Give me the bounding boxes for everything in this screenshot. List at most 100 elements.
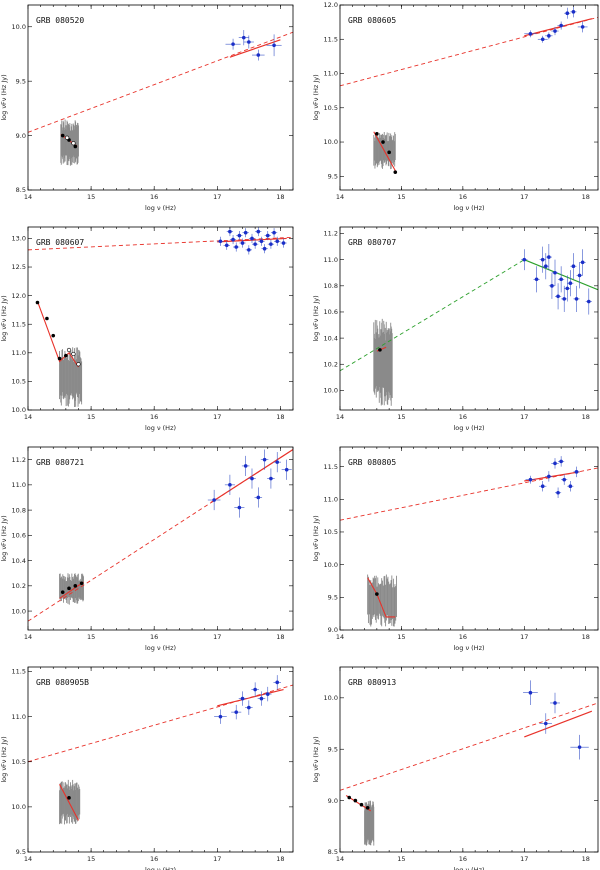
xray-data-point — [218, 239, 223, 244]
xray-data-point — [556, 490, 560, 495]
optical-data-point — [73, 144, 78, 149]
xray-data-point — [577, 745, 582, 749]
dashed-fit-line — [28, 449, 293, 622]
x-tick-label: 16 — [459, 413, 467, 421]
x-tick-label: 15 — [87, 413, 95, 421]
optical-open-point — [76, 362, 81, 367]
y-tick-label: 9.5 — [16, 77, 26, 85]
xray-data-point — [574, 297, 579, 301]
xray-data-point — [528, 690, 533, 695]
xray-data-point — [540, 484, 545, 489]
x-tick-label: 16 — [459, 193, 467, 201]
plot-area — [340, 680, 598, 846]
xray-data-point — [559, 277, 563, 282]
xray-data-point — [243, 464, 248, 468]
x-tick-label: 16 — [150, 413, 158, 421]
chart-panel-1: 14 15 16 17 18 8.5 9.0 9.5 10.0 log ν (Hz) log νFν… — [0, 4, 294, 212]
x-axis-label: log ν (Hz) — [453, 866, 484, 870]
x-tick-label: 14 — [24, 855, 32, 863]
xray-data-point — [269, 242, 273, 246]
optical-fit-line — [36, 301, 79, 368]
x-tick-label: 17 — [213, 413, 221, 421]
xray-data-point — [231, 237, 235, 242]
panel-title: GRB 080520 — [36, 16, 84, 25]
y-tick-label: 10.5 — [324, 104, 338, 112]
x-tick-label: 16 — [150, 193, 158, 201]
x-tick-label: 14 — [336, 633, 344, 641]
xray-data-point — [212, 498, 216, 502]
y-tick-label: 10.0 — [324, 387, 338, 395]
xray-data-point — [547, 34, 551, 38]
xray-data-point — [571, 264, 576, 269]
x-tick-label: 17 — [520, 413, 528, 421]
x-tick-label: 17 — [213, 633, 221, 641]
xray-data-point — [237, 233, 242, 238]
xray-fit-line — [524, 18, 593, 37]
xray-data-point — [250, 476, 254, 481]
y-tick-label: 10.8 — [12, 506, 26, 514]
xray-data-point — [580, 25, 585, 29]
optical-data-point — [45, 316, 49, 321]
y-tick-label: 11.5 — [12, 668, 26, 676]
y-tick-label: 11.0 — [12, 349, 26, 357]
xray-data-point — [556, 294, 560, 299]
dashed-fit-line — [28, 684, 293, 763]
optical-fit-line — [59, 581, 84, 599]
optical-data-point — [353, 798, 358, 803]
optical-data-point — [67, 796, 71, 800]
optical-data-point — [359, 802, 364, 807]
chart-panel-8: 14 15 16 17 18 8.5 9.0 9.5 10.0 log ν (Hz) log νFν… — [312, 666, 599, 870]
x-tick-label: 15 — [397, 633, 405, 641]
x-tick-label: 15 — [397, 413, 405, 421]
y-tick-label: 11.5 — [12, 320, 26, 328]
xray-data-point — [547, 474, 551, 479]
xray-data-point — [241, 35, 246, 40]
plot-area — [340, 243, 598, 406]
y-tick-label: 10.2 — [12, 582, 26, 590]
y-tick-label: 11.5 — [324, 35, 338, 43]
y-tick-label: 10.4 — [12, 557, 26, 565]
dashed-fit-line — [340, 16, 598, 87]
optical-open-point — [71, 351, 76, 357]
xray-data-point — [553, 29, 557, 33]
y-tick-label: 9.0 — [328, 626, 338, 634]
xray-data-point — [247, 248, 251, 252]
chart-panel-6: 14 15 16 17 18 9.0 9.5 10.0 10.5 11.0 11.5 log ν (H… — [312, 446, 599, 652]
xray-data-point — [259, 696, 264, 701]
xray-data-point — [272, 230, 276, 235]
y-tick-label: 10.5 — [12, 378, 26, 386]
xray-data-point — [237, 505, 242, 510]
x-axis-label: log ν (Hz) — [145, 866, 176, 870]
optical-data-point — [51, 333, 56, 338]
optical-data-point — [67, 586, 71, 591]
y-tick-label: 10.0 — [324, 694, 338, 702]
x-tick-label: 15 — [397, 855, 405, 863]
y-tick-label: 12.5 — [12, 263, 26, 271]
xray-data-point — [568, 281, 573, 286]
y-axis-label: log νFν (Hz Jy) — [312, 515, 320, 561]
xray-data-point — [553, 461, 557, 466]
xray-data-point — [247, 705, 251, 710]
panel-title: GRB 080707 — [348, 238, 396, 247]
x-axis-label: log ν (Hz) — [145, 424, 176, 432]
x-tick-label: 18 — [276, 855, 284, 863]
x-tick-label: 15 — [87, 855, 95, 863]
xray-data-point — [256, 53, 261, 57]
xray-data-point — [586, 299, 591, 304]
optical-fit-line — [59, 784, 79, 821]
x-tick-label: 17 — [520, 193, 528, 201]
y-tick-label: 8.5 — [328, 848, 338, 856]
x-tick-label: 14 — [24, 633, 32, 641]
panel-title: GRB 080721 — [36, 458, 84, 467]
plot-area — [28, 675, 293, 825]
y-tick-label: 8.5 — [16, 186, 26, 194]
y-tick-label: 13.0 — [12, 235, 26, 243]
xray-data-point — [528, 31, 533, 36]
xray-data-point — [218, 714, 223, 719]
xray-data-point — [553, 270, 557, 275]
optical-open-point — [71, 141, 76, 146]
y-axis-label: log νFν (Hz Jy) — [0, 515, 8, 561]
optical-data-point — [79, 581, 84, 586]
x-axis-label: log ν (Hz) — [145, 644, 176, 652]
xray-data-point — [547, 255, 551, 259]
